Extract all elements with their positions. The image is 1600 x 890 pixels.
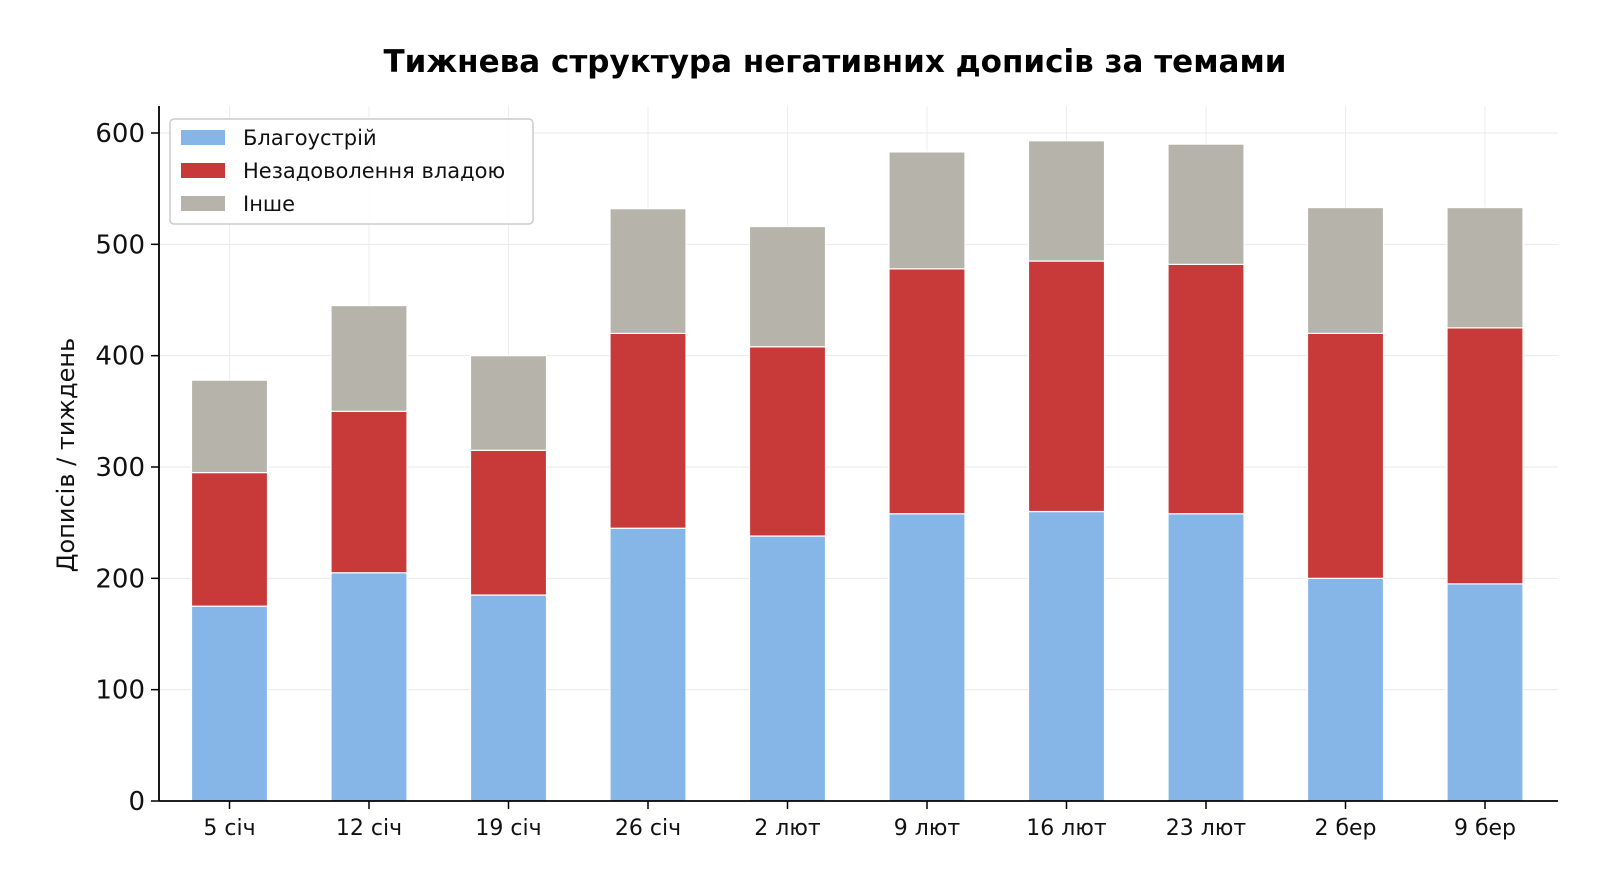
legend-label-blagoustrii: Благоустрій <box>243 126 377 150</box>
bar-segment-blagoustrii <box>888 513 966 802</box>
bar-segment-inshe <box>888 151 966 270</box>
bar-segment-blagoustrii <box>1167 513 1245 802</box>
bar-segment-nezadovolennia <box>1446 327 1524 585</box>
bar-segment-inshe <box>609 208 687 335</box>
bar-segment-inshe <box>469 355 548 451</box>
legend-label-nezadovolennia: Незадоволення владою <box>243 159 505 183</box>
x-tick-label: 23 лют <box>1166 816 1247 841</box>
legend-label-inshe: Інше <box>243 192 295 216</box>
bars-layer <box>190 140 1524 802</box>
bar-segment-blagoustrii <box>748 535 827 802</box>
y-tick-label: 100 <box>95 676 145 706</box>
y-tick-label: 300 <box>95 453 145 483</box>
legend-swatch-blagoustrii <box>181 130 225 145</box>
y-tick-label: 600 <box>95 119 145 149</box>
x-tick-label: 16 лют <box>1026 816 1107 841</box>
bar-segment-nezadovolennia <box>330 410 408 574</box>
chart-title: Тижнева структура негативних дописів за … <box>383 44 1287 80</box>
bar-segment-inshe <box>748 225 827 348</box>
y-tick-label: 500 <box>95 230 145 260</box>
bar-segment-nezadovolennia <box>888 268 966 515</box>
bar-segment-inshe <box>1167 143 1245 265</box>
bar-segment-blagoustrii <box>469 594 548 802</box>
y-tick-label: 200 <box>95 564 145 594</box>
x-tick-label: 26 січ <box>615 816 681 841</box>
x-tick-label: 12 січ <box>336 816 402 841</box>
bar-segment-nezadovolennia <box>609 332 687 529</box>
bar-segment-nezadovolennia <box>1167 263 1245 515</box>
y-tick-label: 0 <box>128 787 145 817</box>
bar-segment-blagoustrii <box>609 527 687 802</box>
x-tick-label: 19 січ <box>475 816 541 841</box>
x-ticks: 5 січ 12 січ 19 січ 26 січ 2 лют 9 лют 16 лют 2… <box>203 801 1516 841</box>
bar-segment-blagoustrii <box>1306 577 1385 802</box>
y-ticks: 0 100 200 300 400 500 600 <box>95 119 159 817</box>
legend: Благоустрій Незадоволення владою Інше <box>169 118 534 225</box>
x-tick-label: 9 лют <box>894 816 961 841</box>
bar-segment-blagoustrii <box>330 572 408 802</box>
legend-swatch-inshe <box>181 196 225 211</box>
x-tick-label: 2 бер <box>1314 816 1376 841</box>
bar-segment-nezadovolennia <box>748 346 827 537</box>
bar-segment-blagoustrii <box>190 605 269 802</box>
y-tick-label: 400 <box>95 342 145 372</box>
axes <box>158 106 1558 802</box>
bar-segment-blagoustrii <box>1446 583 1524 802</box>
bar-segment-nezadovolennia <box>1027 260 1106 513</box>
legend-box <box>169 118 534 225</box>
x-tick-label: 2 лют <box>754 816 821 841</box>
bar-segment-inshe <box>1306 206 1385 335</box>
bar-segment-inshe <box>330 304 408 412</box>
bar-segment-nezadovolennia <box>469 449 548 596</box>
legend-swatch-nezadovolennia <box>181 163 225 178</box>
bar-segment-nezadovolennia <box>1306 332 1385 579</box>
bar-segment-blagoustrii <box>1027 510 1106 802</box>
x-tick-label: 9 бер <box>1454 816 1516 841</box>
bar-segment-inshe <box>1027 140 1106 262</box>
bar-segment-inshe <box>1446 206 1524 329</box>
bar-segment-inshe <box>190 379 269 474</box>
x-tick-label: 5 січ <box>203 816 255 841</box>
y-axis-label: Дописів / тиждень <box>52 338 80 572</box>
bar-segment-nezadovolennia <box>190 471 269 607</box>
